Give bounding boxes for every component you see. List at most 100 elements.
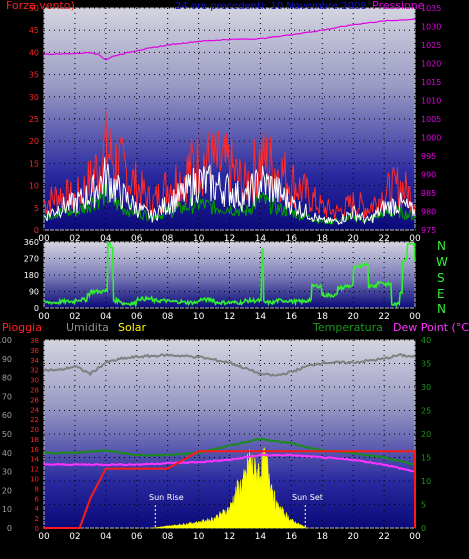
x-tick-label: 18 <box>317 312 329 322</box>
y-tick-label-pressure: 985 <box>421 189 436 198</box>
y-tick-label-temperature: 15 <box>421 454 431 463</box>
y-tick-label-rain: 16 <box>30 446 39 454</box>
y-tick-label-humidity: 0 <box>7 524 12 533</box>
x-tick-label: 08 <box>162 532 174 542</box>
y-tick-label-humidity: 80 <box>2 374 12 383</box>
y-tick-label-humidity: 10 <box>2 505 12 514</box>
x-tick-label: 08 <box>162 312 174 322</box>
x-tick-label: 16 <box>286 532 298 542</box>
y-tick-label-rain: 24 <box>30 406 39 414</box>
y-tick-label-pressure: 1000 <box>421 134 441 143</box>
pressure-axis-label: Pressione <box>372 0 425 12</box>
y-tick-label-rain: 30 <box>30 377 39 385</box>
y-tick-label-rain: 14 <box>30 456 39 464</box>
y-tick-label-pressure: 980 <box>421 208 436 217</box>
x-tick-label: 14 <box>255 532 267 542</box>
x-tick-label: 06 <box>131 532 143 542</box>
y-tick-label-rain: 8 <box>35 485 39 493</box>
y-tick-label-pressure: 1030 <box>421 23 441 32</box>
compass-n-top: N <box>437 239 446 253</box>
x-tick-label: 10 <box>193 532 205 542</box>
x-tick-label: 00 <box>38 312 50 322</box>
x-tick-label: 00 <box>38 234 50 244</box>
y-tick-label-direction: 180 <box>24 271 39 280</box>
x-tick-label: 04 <box>100 312 112 322</box>
y-tick-label-temperature: 5 <box>421 501 426 510</box>
chart-title: 24 ore precedenti: 10 Novembre 2008 <box>175 1 367 12</box>
x-tick-label: 06 <box>131 312 143 322</box>
y-tick-label-wind: 40 <box>29 48 39 57</box>
y-tick-label-direction: 270 <box>24 255 39 264</box>
x-tick-label: 16 <box>286 312 298 322</box>
y-tick-label-temperature: 0 <box>421 524 426 533</box>
y-tick-label-rain: 0 <box>35 525 39 533</box>
x-tick-label: 00 <box>409 532 421 542</box>
y-tick-label-temperature: 20 <box>421 430 431 439</box>
x-tick-label: 04 <box>100 532 112 542</box>
x-tick-label: 20 <box>347 234 359 244</box>
y-tick-label-wind: 0 <box>34 226 39 235</box>
y-tick-label-rain: 18 <box>30 436 39 444</box>
series-solar <box>152 447 307 529</box>
y-tick-label-pressure: 1010 <box>421 97 441 106</box>
x-tick-label: 18 <box>317 532 329 542</box>
y-tick-label-rain: 32 <box>30 367 39 375</box>
y-tick-label-humidity: 70 <box>2 392 12 401</box>
x-tick-label: 14 <box>255 312 267 322</box>
y-tick-label-humidity: 100 <box>0 336 12 345</box>
y-tick-label-humidity: 40 <box>2 449 12 458</box>
x-tick-label: 14 <box>255 234 267 244</box>
x-tick-label: 18 <box>317 234 329 244</box>
wind-axis-label: Forza vento) <box>6 0 75 12</box>
x-tick-label: 20 <box>347 312 359 322</box>
x-tick-label: 00 <box>38 532 50 542</box>
y-tick-label-wind: 45 <box>29 26 39 35</box>
y-tick-label-pressure: 1025 <box>421 41 441 50</box>
x-tick-label: 12 <box>224 532 235 542</box>
x-tick-label: 10 <box>193 234 205 244</box>
x-tick-label: 08 <box>162 234 174 244</box>
x-tick-label: 16 <box>286 234 298 244</box>
rain-label: Pioggia <box>2 321 42 334</box>
y-tick-label-rain: 34 <box>30 357 39 365</box>
y-tick-label-rain: 26 <box>30 396 39 404</box>
y-tick-label-humidity: 50 <box>2 430 12 439</box>
x-tick-label: 10 <box>193 312 205 322</box>
y-tick-label-rain: 36 <box>30 347 39 355</box>
compass-e: E <box>437 287 445 301</box>
x-tick-label: 02 <box>69 234 80 244</box>
y-tick-label-rain: 6 <box>35 495 40 503</box>
y-tick-label-pressure: 1005 <box>421 115 441 124</box>
x-tick-label: 22 <box>378 312 389 322</box>
y-tick-label-humidity: 90 <box>2 355 12 364</box>
y-tick-label-rain: 12 <box>30 466 39 474</box>
x-tick-label: 00 <box>409 234 421 244</box>
y-tick-label-direction: 0 <box>34 304 39 313</box>
y-tick-label-temperature: 10 <box>421 477 431 486</box>
y-tick-label-wind: 35 <box>29 71 39 80</box>
y-tick-label-rain: 4 <box>35 505 40 513</box>
y-tick-label-pressure: 990 <box>421 171 436 180</box>
x-tick-label: 20 <box>347 532 359 542</box>
y-tick-label-humidity: 30 <box>2 468 12 477</box>
y-tick-label-wind: 15 <box>29 159 39 168</box>
series-wind-gust <box>43 110 416 221</box>
y-tick-label-wind: 5 <box>34 204 39 213</box>
y-tick-label-rain: 10 <box>30 476 39 484</box>
series-dewpoint <box>43 453 416 473</box>
y-tick-label-humidity: 60 <box>2 411 12 420</box>
x-tick-label: 22 <box>378 234 389 244</box>
y-tick-label-rain: 38 <box>30 337 39 345</box>
y-tick-label-temperature: 40 <box>421 336 431 345</box>
x-tick-label: 00 <box>409 312 421 322</box>
dewpoint-label: Dew Point (°C) <box>393 321 469 334</box>
temperature-label: Temperatura <box>312 321 383 334</box>
x-tick-label: 06 <box>131 234 143 244</box>
x-tick-label: 12 <box>224 234 235 244</box>
compass-w: W <box>436 255 448 269</box>
humidity-label: Umidita <box>66 321 109 334</box>
y-tick-label-pressure: 1035 <box>421 4 441 13</box>
sunset-label: Sun Set <box>292 493 323 502</box>
